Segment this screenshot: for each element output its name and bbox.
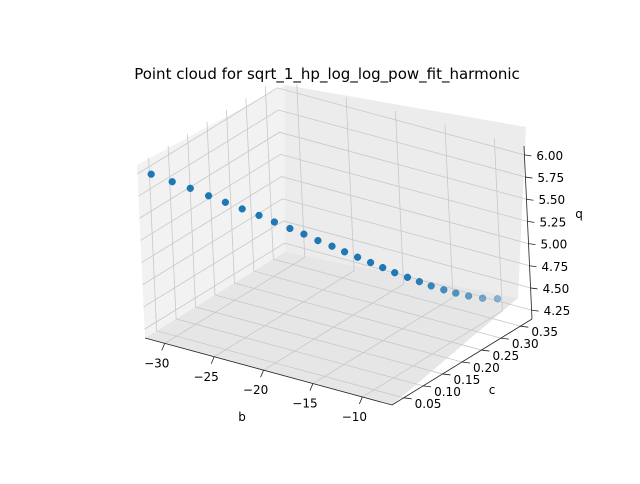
data-point (270, 218, 279, 226)
x-axis-label: b (238, 410, 246, 424)
grid-line-c (226, 110, 482, 351)
grid-line-b (263, 111, 404, 371)
q-tick (527, 221, 535, 223)
data-point (403, 273, 412, 281)
data-point (427, 282, 435, 290)
q-tick-label: 5.25 (539, 215, 566, 229)
data-point (300, 230, 308, 238)
c-tick (461, 361, 471, 364)
b-tick-label: −25 (193, 370, 218, 384)
data-point (478, 294, 487, 302)
c-tick-label: 0.15 (454, 373, 481, 387)
q-tick (526, 198, 534, 201)
q-tick-label: 5.00 (541, 238, 568, 252)
c-tick-label: 0.30 (512, 337, 539, 351)
data-point (340, 248, 349, 256)
chart-title: Point cloud for sqrt_1_hp_log_log_pow_fi… (134, 65, 520, 84)
grid-line-c (148, 157, 404, 399)
b-axis-line (144, 337, 393, 406)
data-point (147, 170, 155, 178)
grid-line-c (167, 145, 424, 387)
data-point (186, 184, 194, 192)
data-point (328, 242, 336, 250)
data-point (366, 258, 375, 267)
data-point (379, 263, 387, 272)
q-tick-label: 4.75 (542, 260, 569, 274)
c-tick (520, 325, 529, 328)
q-tick-label: 4.50 (543, 282, 570, 296)
data-point (238, 205, 246, 213)
c-tick (403, 397, 412, 400)
data-point (452, 289, 460, 297)
q-tick (531, 309, 539, 312)
grid-line-q (140, 153, 528, 241)
c-tick-label: 0.05 (415, 397, 442, 411)
grid-line-q (144, 242, 532, 330)
grid-line-q (139, 131, 527, 219)
c-tick (442, 373, 451, 376)
grid-line-c (245, 98, 501, 339)
b-tick (260, 370, 264, 378)
grid-line-b (362, 137, 503, 398)
grid-line-c (206, 121, 463, 363)
grid-line-b (164, 84, 306, 344)
c-tick (500, 337, 509, 340)
c-tick (481, 349, 490, 352)
b-tick (358, 396, 363, 405)
data-point (286, 224, 294, 233)
q-tick-label: 6.00 (536, 149, 563, 163)
c-tick-label: 0.35 (531, 325, 558, 339)
data-point (391, 269, 399, 277)
grid-line-b (312, 124, 454, 384)
b-tick (161, 343, 166, 351)
data-point (440, 286, 448, 294)
data-points (147, 170, 502, 303)
data-point (353, 253, 362, 261)
grid-line-q (137, 87, 525, 175)
c-tick-label: 0.20 (473, 361, 500, 375)
b-tick-label: −10 (342, 410, 367, 424)
axis-ticks: −30 −25 −20 −15 −10 0.050.100.150.200.250.300… (144, 149, 570, 424)
q-tick (528, 243, 536, 245)
q-tick-label: 4.25 (544, 304, 571, 318)
z-axis-label: q (575, 207, 583, 221)
data-point (255, 211, 263, 220)
data-point (314, 236, 322, 245)
b-tick-label: −30 (144, 356, 169, 370)
b-tick-label: −20 (243, 383, 268, 397)
b-tick-label: −15 (292, 397, 317, 411)
grid-lines (137, 84, 532, 399)
y-axis-label: c (489, 383, 496, 397)
back-pane (285, 85, 526, 298)
data-point (204, 192, 213, 200)
q-tick (530, 287, 538, 290)
grid-line-q (142, 198, 530, 286)
b-tick (210, 356, 215, 364)
data-point (221, 198, 230, 206)
c-tick-label: 0.25 (492, 349, 519, 363)
data-point (493, 295, 502, 303)
q-tick (529, 265, 537, 268)
c-tick-label: 0.10 (434, 385, 461, 399)
grid-line-q (143, 220, 531, 308)
grid-line-b (213, 97, 355, 358)
grid-line-q (138, 109, 526, 197)
c-tick (423, 385, 432, 388)
q-tick (524, 154, 532, 157)
data-point (168, 178, 176, 186)
q-tick (525, 176, 533, 179)
grid-line-c (264, 86, 521, 327)
q-axis-line (523, 145, 533, 320)
q-tick-label: 5.50 (538, 193, 565, 207)
grid-line-q (141, 176, 529, 263)
data-point (415, 277, 424, 286)
b-tick (309, 383, 314, 391)
q-tick-label: 5.75 (537, 171, 564, 185)
data-point (464, 292, 473, 300)
